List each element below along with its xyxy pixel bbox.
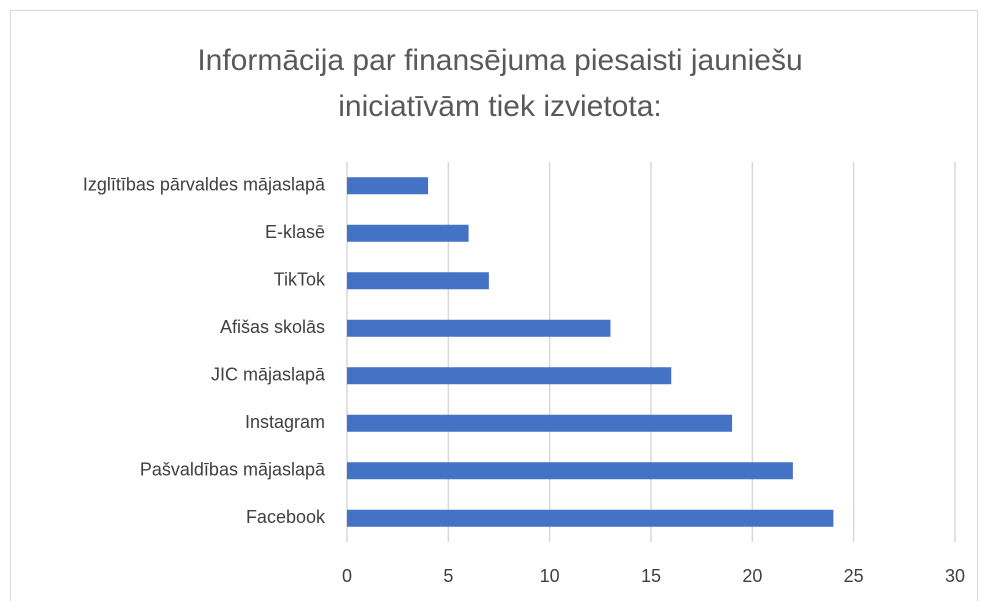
bar bbox=[347, 367, 672, 385]
bar bbox=[347, 272, 489, 290]
x-tick-label: 30 bbox=[945, 566, 965, 586]
x-tick-label: 25 bbox=[844, 566, 864, 586]
bar bbox=[347, 462, 793, 480]
chart-title: Informācija par finansējuma piesaisti ja… bbox=[197, 44, 803, 123]
bar bbox=[347, 319, 611, 337]
bar bbox=[347, 509, 834, 527]
y-tick-label: JIC mājaslapā bbox=[211, 365, 326, 385]
x-tick-label: 15 bbox=[641, 566, 661, 586]
chart-frame bbox=[10, 10, 978, 601]
x-tick-label: 20 bbox=[742, 566, 762, 586]
y-tick-label: Pašvaldības mājaslapā bbox=[140, 460, 326, 480]
y-tick-label: E-klasē bbox=[265, 222, 325, 242]
x-tick-label: 10 bbox=[540, 566, 560, 586]
y-tick-label: Afišas skolās bbox=[220, 317, 325, 337]
x-tick-label: 0 bbox=[342, 566, 352, 586]
bar bbox=[347, 414, 733, 432]
x-tick-label: 5 bbox=[443, 566, 453, 586]
y-tick-label: Izglītības pārvaldes mājaslapā bbox=[83, 175, 326, 195]
y-tick-label: Instagram bbox=[245, 412, 325, 432]
bar bbox=[347, 177, 429, 195]
y-tick-label: TikTok bbox=[274, 270, 326, 290]
y-tick-label: Facebook bbox=[246, 507, 326, 527]
bar bbox=[347, 224, 469, 242]
